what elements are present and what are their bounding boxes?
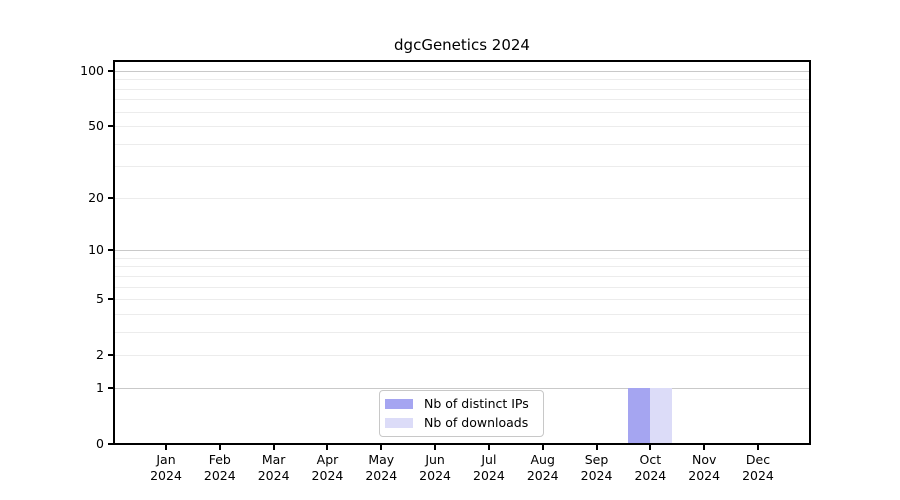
chart-title: dgcGenetics 2024 xyxy=(394,36,530,54)
legend-swatch-downloads xyxy=(385,418,413,428)
gridline-minor xyxy=(115,266,809,268)
y-tick-mark xyxy=(108,386,114,389)
y-tick-label: 20 xyxy=(88,189,104,205)
y-tick-mark xyxy=(108,70,114,72)
legend-swatch-distinct-ips xyxy=(385,399,413,409)
gridline-minor xyxy=(115,257,809,259)
x-tick-mark xyxy=(218,445,221,450)
x-tick-label: Aug 2024 xyxy=(526,452,559,483)
x-tick-mark xyxy=(649,445,652,450)
x-tick-label: Jan 2024 xyxy=(150,452,182,483)
legend-item-downloads: Nb of downloads xyxy=(385,416,537,430)
gridline-major xyxy=(115,250,809,252)
gridline-minor xyxy=(115,313,809,315)
y-tick-label: 100 xyxy=(80,63,104,78)
y-tick-mark xyxy=(108,354,114,357)
gridline-minor xyxy=(115,355,809,357)
gridline-minor xyxy=(115,166,809,168)
y-tick-mark xyxy=(108,196,114,199)
legend-item-distinct-ips: Nb of distinct IPs xyxy=(385,397,537,411)
gridline-major xyxy=(115,71,809,72)
x-tick-label: Mar 2024 xyxy=(257,452,290,483)
y-tick-mark xyxy=(108,125,114,128)
gridline-minor xyxy=(115,197,809,199)
x-tick-label: May 2024 xyxy=(365,452,398,483)
legend: Nb of distinct IPs Nb of downloads xyxy=(379,390,544,437)
x-tick-mark xyxy=(487,445,490,450)
y-tick-label: 10 xyxy=(88,242,104,258)
gridline-minor xyxy=(115,111,809,113)
x-tick-mark xyxy=(541,445,544,450)
x-tick-label: Sep 2024 xyxy=(580,452,613,483)
y-tick-label: 2 xyxy=(96,347,104,363)
gridline-minor xyxy=(115,79,809,81)
legend-label-downloads: Nb of downloads xyxy=(424,415,529,430)
y-tick-label: 0 xyxy=(96,436,104,451)
x-tick-label: Dec 2024 xyxy=(742,452,774,483)
x-tick-mark xyxy=(326,445,329,450)
gridline-minor xyxy=(115,331,809,333)
gridline-minor xyxy=(115,99,809,101)
y-tick-label: 5 xyxy=(96,291,104,307)
x-tick-mark xyxy=(165,445,167,450)
x-tick-label: Oct 2024 xyxy=(634,452,667,483)
x-tick-mark xyxy=(380,445,383,450)
x-tick-label: Feb 2024 xyxy=(203,452,236,483)
x-tick-mark xyxy=(434,445,437,450)
x-tick-mark xyxy=(595,445,598,450)
x-tick-label: Jun 2024 xyxy=(419,452,451,483)
y-tick-label: 1 xyxy=(96,379,104,395)
x-tick-label: Jul 2024 xyxy=(473,452,505,483)
x-tick-label: Nov 2024 xyxy=(688,452,721,483)
x-tick-label: Apr 2024 xyxy=(311,452,344,483)
gridline-minor xyxy=(115,286,809,288)
y-tick-mark xyxy=(108,249,114,252)
y-tick-label: 50 xyxy=(88,118,104,134)
gridline-minor xyxy=(115,88,809,90)
bar-downloads xyxy=(650,387,673,444)
gridline-major xyxy=(115,387,809,389)
y-tick-mark xyxy=(108,443,114,445)
gridline-minor xyxy=(115,143,809,145)
x-tick-mark xyxy=(272,445,275,450)
bar-distinct-ips xyxy=(628,387,651,444)
legend-label-distinct-ips: Nb of distinct IPs xyxy=(424,396,529,411)
y-tick-mark xyxy=(108,298,114,301)
x-tick-mark xyxy=(703,445,706,450)
gridline-minor xyxy=(115,299,809,301)
gridline-minor xyxy=(115,275,809,277)
x-tick-mark xyxy=(756,445,759,450)
gridline-minor xyxy=(115,126,809,128)
